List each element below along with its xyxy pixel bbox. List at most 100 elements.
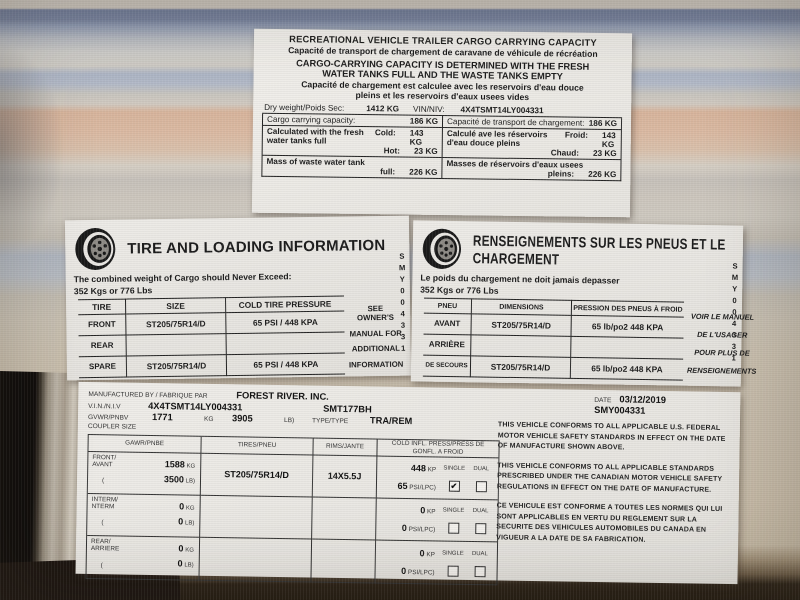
hot-value-en: 23 KG bbox=[413, 146, 438, 156]
lb-unit: LB) bbox=[283, 417, 295, 425]
shadow-blob bbox=[0, 30, 72, 270]
compliance-paragraphs: THIS VEHICLE CONFORMS TO ALL APPLICABLE … bbox=[496, 420, 726, 547]
cold-label-en: Cold: bbox=[374, 128, 396, 138]
cold-label-fr: Froid: bbox=[564, 130, 589, 140]
rims-front: 14X5.5J bbox=[312, 455, 378, 499]
cap-value-en: 186 KG bbox=[409, 116, 439, 126]
compliance-canada-en: THIS VEHICLE CONFORMS TO ALL APPLICABLE … bbox=[496, 461, 723, 494]
axle-front: FRONT/AVANT 1588 KG 3500 LB) ( bbox=[87, 451, 202, 496]
model-value: SMT177BH bbox=[323, 403, 372, 414]
tire-table-fr: PNEU DIMENSIONS PRESSION DES PNEUS À FRO… bbox=[422, 297, 756, 382]
col-pneu: PNEU bbox=[423, 297, 473, 315]
fresh-label-en: Calculated with the fresh water tanks fu… bbox=[266, 126, 364, 146]
date-label: DATE bbox=[594, 396, 612, 405]
col-tire: TIRE bbox=[78, 298, 127, 316]
row-avant-label: AVANT bbox=[423, 313, 472, 336]
col-pression: PRESSION DES PNEUS À FROID bbox=[571, 299, 685, 318]
row-secours-size: ST205/75R14/D bbox=[470, 356, 572, 379]
cargo-table: Dry weight/Poids Sec: 1412 KG VIN/NIV: 4… bbox=[261, 101, 623, 182]
tire-title-en: TIRE AND LOADING INFORMATION bbox=[127, 236, 386, 258]
single-checkbox bbox=[447, 565, 459, 577]
axle-rear: REAR/ARRIERE 0 KG 0 LB) ( bbox=[86, 535, 201, 580]
cold-value-fr: 143 KG bbox=[601, 130, 616, 150]
kg-unit: KG bbox=[203, 415, 214, 423]
tire-icon bbox=[75, 227, 116, 270]
hot-label-fr: Chaud: bbox=[550, 148, 580, 158]
gvwr-label: GVWR/PNBV bbox=[87, 413, 129, 422]
type-label: TYPE/TYPE bbox=[311, 417, 349, 426]
waste-sub-en: full: bbox=[380, 167, 396, 177]
owners-manual-note: SEE OWNER'S MANUAL FOR ADDITIONAL INFORM… bbox=[348, 304, 404, 370]
col-pressure: COLD TIRE PRESSURE bbox=[225, 295, 345, 314]
th-rims: RIMS/JANTE bbox=[313, 438, 378, 457]
row-rear-label: REAR bbox=[78, 335, 127, 358]
row-spare-pressure: 65 PSI / 448 KPA bbox=[226, 353, 346, 377]
waste-value-fr: 226 KG bbox=[588, 169, 617, 180]
dry-weight-label: Dry weight/Poids Sec: bbox=[264, 102, 345, 113]
tire-table-en: TIRE SIZE COLD TIRE PRESSURE SEE OWNER'S… bbox=[78, 295, 403, 379]
tire-weight-fr: 352 Kgs or 776 Lbs bbox=[420, 284, 499, 296]
hot-label-en: Hot: bbox=[383, 146, 401, 156]
th-cold: COLD INFL. PRESS/PRESS DE GONFL. A FROID bbox=[377, 439, 499, 458]
dry-weight-value: 1412 KG bbox=[366, 104, 400, 114]
mfg-value: FOREST RIVER. INC. bbox=[236, 390, 329, 402]
rims-rear bbox=[311, 539, 377, 583]
tire-title-fr: RENSEIGNEMENTS SUR LES PNEUS ET LE CHARG… bbox=[472, 231, 726, 269]
axle-interm: INTERM/NTERM 0 KG 0 LB) ( bbox=[87, 493, 201, 538]
compliance-canada-fr: CE VEHICULE EST CONFORME A TOUTES LES NO… bbox=[496, 502, 723, 544]
tires-interm bbox=[200, 495, 313, 540]
dual-checkbox bbox=[474, 523, 486, 535]
rims-interm bbox=[312, 497, 377, 541]
col-dimensions: DIMENSIONS bbox=[471, 298, 573, 316]
col-size: SIZE bbox=[125, 297, 227, 315]
row-front-pressure: 65 PSI / 448 KPA bbox=[226, 311, 345, 335]
cargo-col-en: Cargo carrying capacity: 186 KG Calculat… bbox=[262, 113, 443, 178]
row-front-size: ST205/75R14/D bbox=[126, 313, 227, 336]
waste-value-en: 226 KG bbox=[409, 167, 438, 177]
axle-table: GAWR/PNBE TIRES/PNEU RIMS/JANTE COLD INF… bbox=[85, 433, 500, 585]
certification-label: MANUFACTURED BY / FABRIQUE PAR FOREST RI… bbox=[75, 381, 741, 585]
tire-weight-en: 352 Kgs or 776 Lbs bbox=[73, 285, 153, 297]
row-arriere-pressure bbox=[571, 336, 684, 360]
row-front-label: FRONT bbox=[78, 314, 127, 337]
cap-label-fr: Capacité de transport de chargement: bbox=[446, 117, 585, 128]
usager-manual-note: VOIR LE MANUEL DE L'USAGER POUR PLUS DE … bbox=[686, 312, 757, 376]
cargo-capacity-label: RECREATIONAL VEHICLE TRAILER CARGO CARRY… bbox=[251, 28, 633, 218]
cert-right-zone: DATE 03/12/2019 SMY004331 THIS VEHICLE C… bbox=[496, 392, 726, 547]
row-spare-size: ST205/75R14/D bbox=[126, 355, 228, 378]
tires-front: ST205/75R14/D bbox=[200, 453, 314, 498]
row-arriere-label: ARRIÈRE bbox=[423, 334, 472, 357]
hot-value-fr: 23 KG bbox=[592, 148, 617, 159]
th-gawr: GAWR/PNBE bbox=[88, 434, 202, 454]
tire-loading-label-en: TIRE AND LOADING INFORMATION The combine… bbox=[64, 215, 412, 381]
row-secours-pressure: 65 lb/po2 448 KPA bbox=[570, 357, 684, 381]
cap-label-en: Cargo carrying capacity: bbox=[266, 114, 356, 125]
cap-value-fr: 186 KG bbox=[588, 118, 618, 129]
gvwr-lb: 3905 bbox=[231, 413, 253, 424]
single-checkbox-checked: ✔ bbox=[448, 480, 460, 493]
fresh-label-fr: Calculé ave les réservoirs d'eau douce p… bbox=[446, 129, 548, 148]
type-value: TRA/REM bbox=[369, 415, 413, 427]
serial-vertical-fr: SMY004331 bbox=[729, 261, 740, 366]
cert-serial: SMY004331 bbox=[594, 404, 646, 416]
gvwr-kg: 1771 bbox=[151, 411, 173, 423]
cert-vin-value: 4X4TSMT14LY004331 bbox=[148, 400, 243, 412]
row-avant-size: ST205/75R14/D bbox=[471, 314, 572, 337]
coupler-label: COUPLER SIZE bbox=[87, 422, 137, 431]
row-arriere-size bbox=[471, 335, 572, 358]
row-rear-size bbox=[126, 334, 227, 357]
th-tires: TIRES/PNEU bbox=[201, 436, 314, 456]
tire-loading-label-fr: RENSEIGNEMENTS SUR LES PNEUS ET LE CHARG… bbox=[410, 220, 756, 387]
serial-vertical-en: SMY004331 bbox=[397, 251, 408, 356]
single-checkbox bbox=[447, 522, 459, 535]
row-secours-label: DE SECOURS bbox=[422, 355, 472, 378]
tires-rear bbox=[199, 537, 313, 581]
vin-value: 4X4TSMT14LY004331 bbox=[460, 105, 544, 116]
cert-header: MANUFACTURED BY / FABRIQUE PAR FOREST RI… bbox=[88, 388, 504, 436]
compliance-us: THIS VEHICLE CONFORMS TO ALL APPLICABLE … bbox=[497, 421, 726, 452]
cert-vin-label: V.I.N./N.I.V bbox=[88, 402, 121, 410]
tire-icon bbox=[422, 228, 462, 269]
cold-front: 448 KP SINGLE DUAL 65 PSI/LPC) ✔ bbox=[376, 456, 499, 500]
waste-sub-fr: pleins: bbox=[547, 169, 575, 179]
